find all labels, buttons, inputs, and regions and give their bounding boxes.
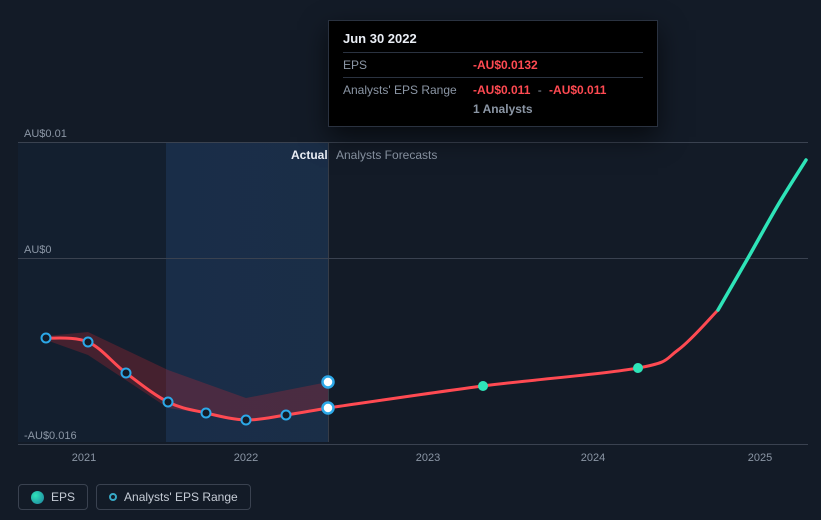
eps-forecast-line-red <box>328 310 718 408</box>
legend-swatch-eps <box>31 491 44 504</box>
eps-chart: Actual Analysts Forecasts AU$0.01AU$0-AU… <box>0 0 821 520</box>
legend-label: EPS <box>51 490 75 504</box>
tooltip-eps-value: -AU$0.0132 <box>473 58 538 72</box>
legend-swatch-range <box>109 493 117 501</box>
tooltip-date: Jun 30 2022 <box>343 31 643 46</box>
legend-item-eps[interactable]: EPS <box>18 484 88 510</box>
chart-tooltip: Jun 30 2022 EPS -AU$0.0132 Analysts' EPS… <box>328 20 658 127</box>
legend: EPS Analysts' EPS Range <box>18 484 251 510</box>
tooltip-eps-label: EPS <box>343 58 473 72</box>
eps-forecast-line-green <box>718 160 806 310</box>
tooltip-analyst-count: 1 Analysts <box>343 102 643 116</box>
tooltip-range-high: -AU$0.011 <box>549 83 606 97</box>
legend-label: Analysts' EPS Range <box>124 490 238 504</box>
tooltip-range-low: -AU$0.011 <box>473 83 530 97</box>
legend-item-range[interactable]: Analysts' EPS Range <box>96 484 251 510</box>
tooltip-range-label: Analysts' EPS Range <box>343 83 473 97</box>
